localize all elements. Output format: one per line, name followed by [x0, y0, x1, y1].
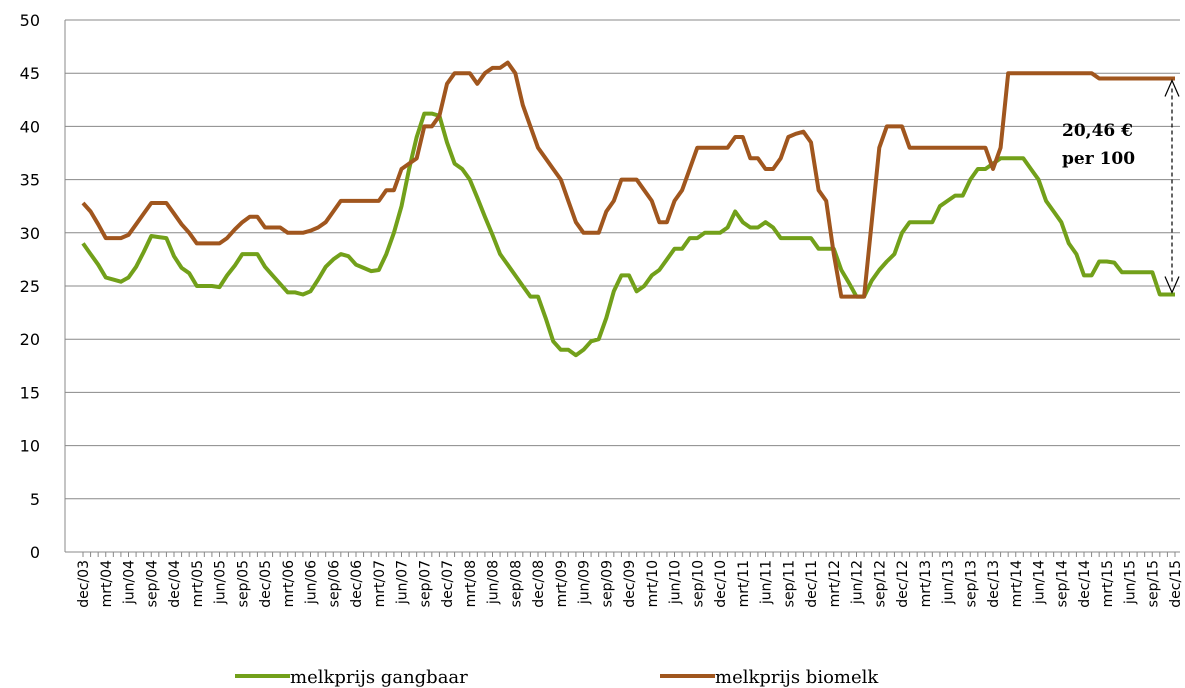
x-tick-label: jun/12 — [850, 560, 866, 605]
x-tick-label: dec/09 — [622, 560, 638, 608]
x-tick-label: mrt/11 — [736, 560, 752, 607]
series-line — [81, 111, 1175, 358]
y-tick-label: 50 — [20, 11, 40, 30]
x-tick-label: dec/05 — [258, 560, 274, 608]
x-tick-label: sep/13 — [963, 560, 979, 607]
x-tick-label: dec/08 — [531, 560, 547, 608]
x-tick-label: dec/11 — [804, 560, 820, 608]
x-tick-label: dec/10 — [713, 560, 729, 608]
x-tick-label: mrt/05 — [190, 560, 206, 607]
y-tick-label: 20 — [20, 330, 40, 349]
y-tick-label: 5 — [30, 490, 40, 509]
x-tick-label: mrt/14 — [1009, 560, 1025, 608]
x-tick-label: dec/06 — [349, 560, 365, 608]
x-tick-label: dec/15 — [1168, 560, 1184, 608]
x-tick-label: jun/10 — [668, 560, 684, 605]
x-tick-label: sep/07 — [417, 560, 433, 607]
x-tick-label: jun/06 — [304, 560, 320, 605]
x-tick-label: sep/14 — [1054, 560, 1070, 607]
x-tick-label: mrt/04 — [99, 560, 115, 608]
y-tick-label: 25 — [20, 277, 40, 296]
x-tick-label: dec/04 — [167, 560, 183, 608]
x-tick-label: mrt/06 — [281, 560, 297, 608]
x-tick-label: jun/13 — [941, 560, 957, 605]
x-tick-label: jun/08 — [486, 560, 502, 605]
x-tick-label: jun/14 — [1032, 560, 1048, 605]
x-tick-label: sep/10 — [690, 560, 706, 607]
legend-label: melkprijs biomelk — [715, 667, 879, 688]
x-tick-label: jun/04 — [122, 560, 138, 605]
x-tick-label: mrt/15 — [1100, 560, 1116, 607]
x-tick-label: sep/08 — [508, 560, 524, 607]
x-tick-label: sep/05 — [235, 560, 251, 607]
x-tick-label: sep/12 — [872, 560, 888, 607]
series-line — [81, 60, 1175, 299]
arrow-head — [1164, 276, 1180, 295]
x-tick-label: dec/07 — [440, 560, 456, 608]
x-tick-label: mrt/13 — [918, 560, 934, 607]
y-tick-label: 30 — [20, 224, 40, 243]
annotation: 20,46 € — [1062, 121, 1133, 141]
x-tick-label: dec/12 — [895, 560, 911, 608]
y-tick-label: 15 — [20, 383, 40, 402]
x-tick-label: jun/05 — [213, 560, 229, 605]
x-tick-label: mrt/08 — [463, 560, 479, 607]
arrow-head — [1164, 79, 1180, 97]
legend-label: melkprijs gangbaar — [290, 667, 468, 688]
x-tick-label: sep/04 — [144, 560, 160, 607]
x-tick-label: mrt/12 — [827, 560, 843, 607]
y-tick-label: 10 — [20, 437, 40, 456]
x-tick-label: jun/11 — [759, 560, 775, 605]
x-tick-label: sep/09 — [599, 560, 615, 607]
x-tick-label: sep/11 — [781, 560, 797, 607]
annotation: per 100 — [1062, 149, 1135, 169]
x-tick-label: dec/13 — [986, 560, 1002, 608]
y-tick-label: 40 — [20, 117, 40, 136]
x-tick-label: jun/09 — [577, 560, 593, 605]
x-tick-label: sep/06 — [326, 560, 342, 607]
x-tick-label: mrt/07 — [372, 560, 388, 607]
y-tick-label: 45 — [20, 64, 40, 83]
x-tick-label: sep/15 — [1145, 560, 1161, 607]
y-tick-label: 0 — [30, 543, 40, 562]
x-tick-label: dec/14 — [1077, 560, 1093, 608]
x-tick-label: mrt/10 — [645, 560, 661, 607]
y-tick-label: 35 — [20, 171, 40, 190]
x-tick-label: mrt/09 — [554, 560, 570, 607]
x-tick-label: dec/03 — [76, 560, 92, 608]
x-tick-label: jun/15 — [1123, 560, 1139, 605]
x-tick-label: jun/07 — [395, 560, 411, 605]
